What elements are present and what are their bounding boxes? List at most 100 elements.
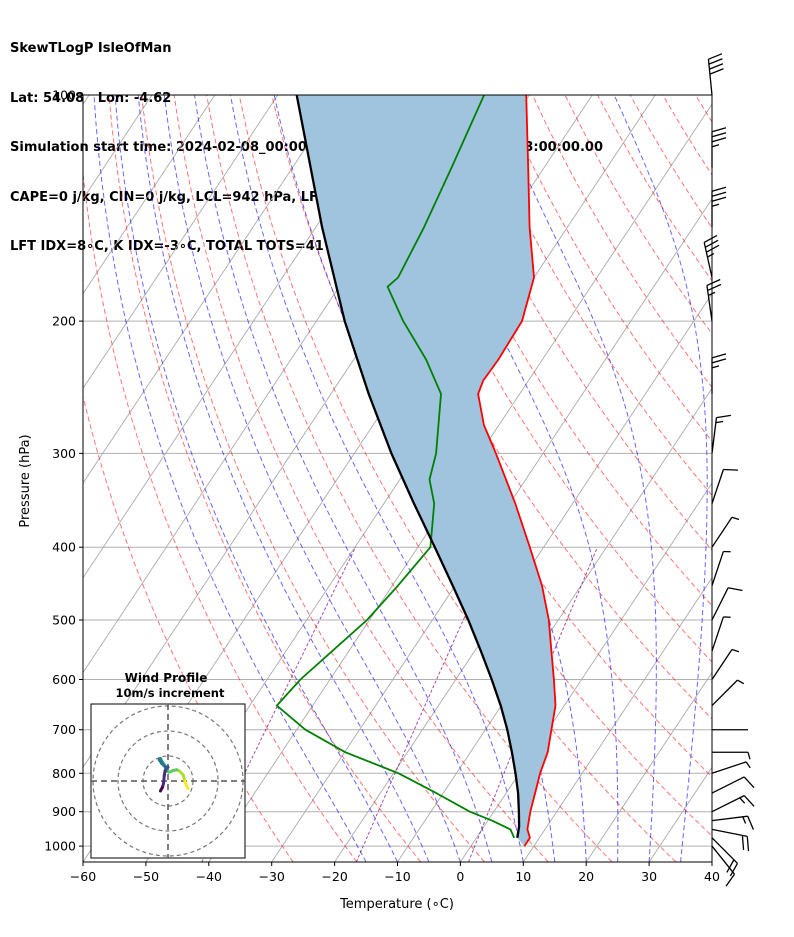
barb-flag xyxy=(707,283,722,292)
x-tick-label: 30 xyxy=(641,869,657,884)
barb-flag xyxy=(747,815,755,830)
barb-staff xyxy=(711,828,748,838)
wind-barb xyxy=(711,828,750,851)
barb-staff xyxy=(711,761,747,774)
isotherm xyxy=(83,95,216,295)
x-tick-label: −50 xyxy=(133,869,159,884)
barb-half-flag xyxy=(747,752,751,760)
barb-flag xyxy=(725,873,736,887)
y-tick-label: 1000 xyxy=(44,839,76,854)
moist-adiabat xyxy=(194,95,493,862)
barb-flag xyxy=(727,587,743,592)
barb-staff xyxy=(711,845,735,875)
isotherm xyxy=(334,292,712,862)
barb-staff xyxy=(711,815,748,822)
wind-barb xyxy=(707,53,724,96)
y-tick-label: 300 xyxy=(52,446,76,461)
barb-flag xyxy=(716,414,731,419)
x-axis-label: Temperature (∘C) xyxy=(339,897,454,912)
wind-barb xyxy=(711,550,731,586)
x-tick-label: 40 xyxy=(704,869,720,884)
inset-subtitle: 10m/s increment xyxy=(116,686,225,700)
cape-fill xyxy=(296,95,556,847)
x-tick-label: 0 xyxy=(456,869,464,884)
hodograph-ring xyxy=(117,730,219,832)
moist-adiabat xyxy=(163,95,461,862)
dry-adiabat xyxy=(662,95,712,176)
barb-flag xyxy=(723,468,738,471)
barb-flag xyxy=(711,358,727,364)
dry-adiabat xyxy=(499,95,712,442)
moist-adiabat xyxy=(711,858,712,862)
wind-barbs xyxy=(703,53,755,887)
isotherm xyxy=(83,95,279,390)
y-tick-label: 900 xyxy=(52,804,76,819)
dewpoint-line xyxy=(275,95,516,839)
barb-staff xyxy=(711,649,733,680)
barb-flag xyxy=(708,53,723,60)
barb-staff xyxy=(711,837,738,864)
moist-adiabat xyxy=(490,95,657,862)
wind-barb xyxy=(712,751,751,760)
wind-barb xyxy=(711,186,727,228)
wind-barb xyxy=(711,516,740,548)
barb-flag xyxy=(706,278,721,287)
isotherm xyxy=(585,671,712,862)
temperature-line xyxy=(477,95,557,847)
isotherm xyxy=(83,95,90,105)
moist-adiabat xyxy=(613,95,708,862)
y-tick-label: 600 xyxy=(52,672,76,687)
isotherm xyxy=(271,198,712,862)
x-tick-label: 20 xyxy=(578,869,594,884)
dry-adiabat xyxy=(728,95,794,862)
y-axis-label: Pressure (hPa) xyxy=(18,434,33,527)
wind-barb xyxy=(706,278,722,322)
barb-flag xyxy=(711,353,727,359)
barb-flag xyxy=(726,859,735,873)
y-tick-label: 100 xyxy=(52,88,76,103)
barb-flag xyxy=(746,836,750,851)
moist-adiabat xyxy=(137,95,430,862)
barb-half-flag xyxy=(711,203,720,207)
barb-half-flag xyxy=(708,291,716,296)
dry-adiabat xyxy=(83,394,294,862)
wind-barb xyxy=(711,679,745,707)
wind-barb xyxy=(711,468,738,504)
wind-barb xyxy=(711,845,736,887)
barb-flag xyxy=(711,137,727,143)
wind-barb xyxy=(711,761,751,774)
inset-title: Wind Profile xyxy=(125,671,208,685)
moist-adiabat xyxy=(398,95,619,862)
wind-barb xyxy=(711,795,755,813)
isotherm xyxy=(648,766,712,862)
barb-flag xyxy=(704,239,719,248)
wind-barb xyxy=(711,616,731,652)
x-tick-label: −20 xyxy=(321,869,347,884)
barb-staff xyxy=(711,551,725,586)
dry-adiabat xyxy=(83,169,358,862)
barb-flag xyxy=(711,127,727,133)
barb-flag xyxy=(709,68,724,75)
y-tick-label: 400 xyxy=(52,540,76,555)
barb-flag xyxy=(711,132,727,138)
x-tick-label: −40 xyxy=(196,869,222,884)
x-tick-label: −30 xyxy=(259,869,285,884)
y-tick-label: 500 xyxy=(52,612,76,627)
barb-half-flag xyxy=(739,797,746,804)
dry-adiabat xyxy=(434,95,712,551)
barb-staff xyxy=(706,285,713,322)
barb-flag xyxy=(711,191,727,197)
dry-adiabat xyxy=(141,95,485,862)
wind-barb xyxy=(703,234,720,278)
isotherm xyxy=(522,576,712,862)
hodograph-segment xyxy=(159,788,163,793)
barb-staff xyxy=(703,242,713,278)
barb-staff xyxy=(711,587,729,621)
barb-flag xyxy=(743,795,755,807)
moist-adiabat xyxy=(114,95,398,862)
barb-flag xyxy=(708,58,723,65)
isotherm xyxy=(83,95,404,579)
dry-adiabat xyxy=(206,95,613,862)
barb-staff xyxy=(711,516,733,548)
